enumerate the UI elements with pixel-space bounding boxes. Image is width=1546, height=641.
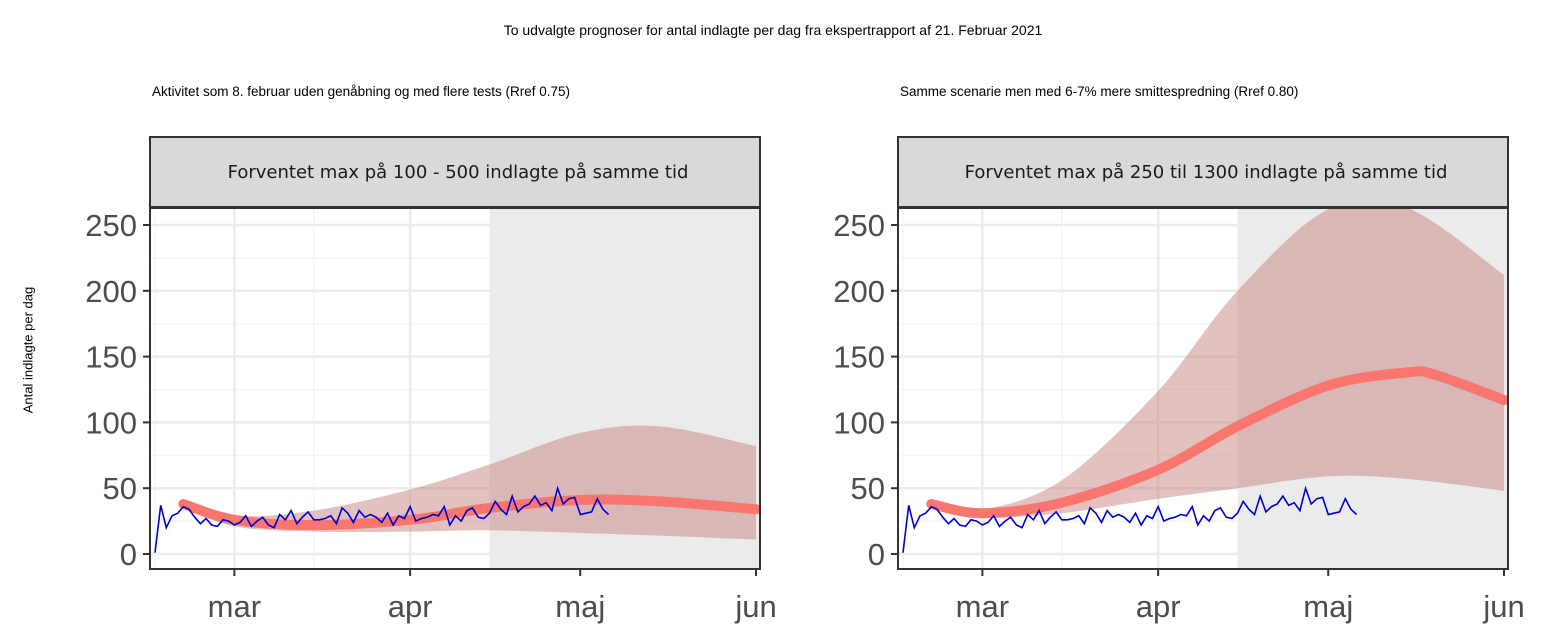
left-observed-line xyxy=(154,485,610,553)
panel-right-plot: 0 50 100 150 200 250 mar apr maj jun xyxy=(833,207,1525,624)
right-panel-border xyxy=(897,207,1509,570)
right-projection-line xyxy=(926,366,1508,519)
left-projection-band xyxy=(183,425,757,540)
left-y-tick-label: 250 xyxy=(85,208,137,243)
right-y-tick-label: 250 xyxy=(833,208,885,243)
left-y-tick-label: 100 xyxy=(85,405,137,440)
panel-left-subtitle: Aktivitet som 8. februar uden genåbning … xyxy=(152,84,570,99)
left-panel-border xyxy=(149,207,761,570)
left-y-tick-label: 0 xyxy=(120,537,137,572)
right-x-tick-label: maj xyxy=(1303,589,1353,624)
panel-left: Aktivitet som 8. februar uden genåbning … xyxy=(85,84,776,624)
left-projection-line xyxy=(178,494,760,531)
left-x-tick-label: apr xyxy=(388,589,433,624)
panel-left-strip-label: Forventet max på 100 - 500 indlagte på s… xyxy=(228,162,689,183)
right-projection-band xyxy=(931,208,1505,518)
right-observed-line xyxy=(902,485,1358,553)
right-y-tick-label: 150 xyxy=(833,340,885,375)
right-x-tick-label: jun xyxy=(1482,589,1524,624)
right-x-tick-label: apr xyxy=(1136,589,1181,624)
main-title: To udvalgte prognoser for antal indlagte… xyxy=(503,22,1043,38)
left-y-tick-label: 200 xyxy=(85,274,137,309)
panel-left-plot: 0 50 100 150 200 250 mar apr maj jun xyxy=(85,207,777,624)
left-y-tick-label: 50 xyxy=(103,471,137,506)
right-y-tick-label: 100 xyxy=(833,405,885,440)
right-y-tick-label: 50 xyxy=(851,471,885,506)
left-x-tick-label: mar xyxy=(208,589,261,624)
right-x-tick-label: mar xyxy=(956,589,1009,624)
panel-right: Samme scenarie men med 6-7% mere smittes… xyxy=(833,84,1524,624)
left-y-tick-label: 150 xyxy=(85,340,137,375)
panel-right-subtitle: Samme scenarie men med 6-7% mere smittes… xyxy=(900,84,1298,99)
right-y-tick-label: 200 xyxy=(833,274,885,309)
left-x-tick-label: jun xyxy=(734,589,776,624)
panel-right-strip-label: Forventet max på 250 til 1300 indlagte p… xyxy=(965,162,1448,183)
panel-left-strip xyxy=(149,136,761,208)
left-x-tick-label: maj xyxy=(555,589,605,624)
right-y-tick-label: 0 xyxy=(868,537,885,572)
